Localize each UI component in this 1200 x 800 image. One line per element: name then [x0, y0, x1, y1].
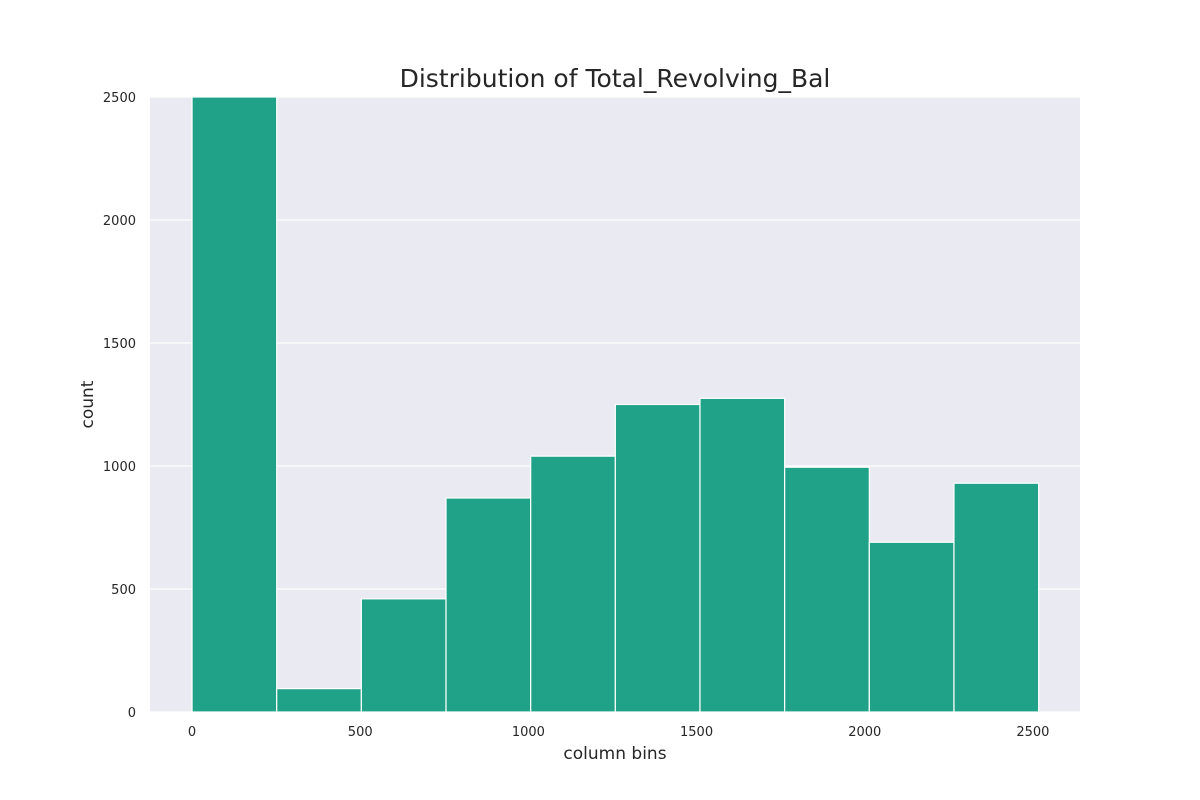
y-tick-label: 2000 [103, 214, 136, 229]
histogram-bar [614, 403, 701, 713]
y-tick-labels: 0 500 1000 1500 2000 2500 [103, 91, 136, 721]
x-axis-label: column bins [563, 744, 666, 764]
histogram-bar [276, 688, 362, 713]
histogram-bar [360, 598, 447, 713]
x-tick-label: 2500 [1016, 725, 1049, 740]
chart-title: Distribution of Total_Revolving_Bal [400, 64, 831, 93]
bars [191, 96, 1040, 713]
histogram-bar [530, 455, 616, 713]
y-tick-label: 1000 [103, 460, 136, 475]
y-tick-label: 500 [111, 583, 136, 598]
y-axis-label: count [78, 380, 98, 428]
histogram-bar [953, 482, 1040, 713]
histogram-bar [868, 541, 955, 713]
histogram-bar [191, 96, 278, 713]
y-tick-label: 1500 [103, 337, 136, 352]
y-tick-label: 0 [128, 706, 136, 721]
x-tick-label: 500 [348, 725, 373, 740]
x-tick-labels: 0 500 1000 1500 2000 2500 [188, 725, 1050, 740]
histogram-bar [445, 497, 532, 713]
histogram-bar [699, 397, 786, 713]
x-tick-label: 0 [188, 725, 196, 740]
histogram-bar [784, 466, 870, 713]
x-tick-label: 1000 [512, 725, 545, 740]
x-tick-label: 1500 [680, 725, 713, 740]
y-tick-label: 2500 [103, 91, 136, 106]
x-tick-label: 2000 [848, 725, 881, 740]
